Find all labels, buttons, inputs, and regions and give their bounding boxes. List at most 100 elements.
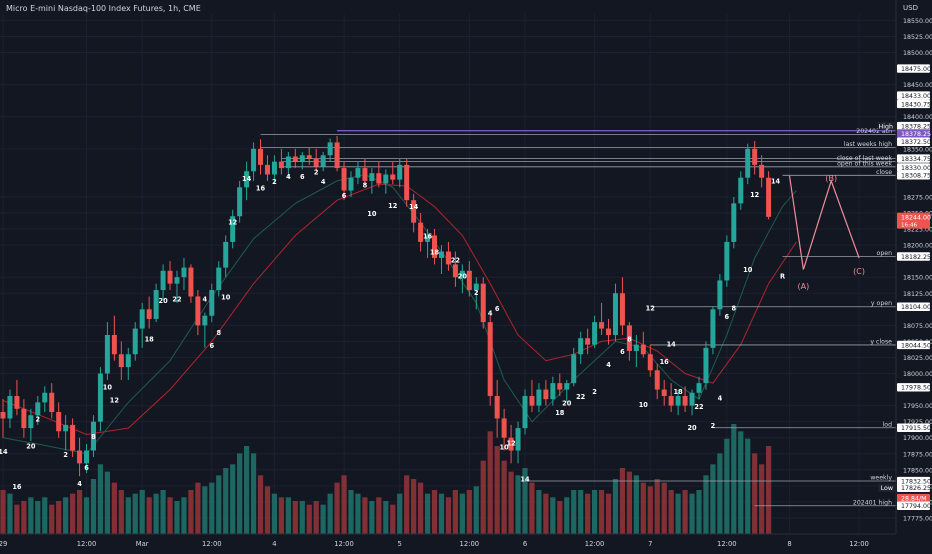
volume-bar: [445, 497, 452, 534]
volume-bar: [97, 464, 104, 534]
price-tick-label: 17925.00: [903, 419, 932, 426]
price-tag[interactable]: [897, 64, 930, 73]
price-tag-label: 18433.00: [901, 93, 931, 100]
candle-body: [508, 437, 514, 451]
candle-body: [118, 354, 124, 368]
level-label: lod: [883, 421, 893, 428]
volume-bar: [278, 497, 284, 534]
volume-bar: [271, 493, 278, 534]
bar-count-label: 2: [36, 416, 41, 424]
price-tag-label: 18378.25: [901, 131, 931, 138]
volume-bar: [369, 501, 375, 534]
volume-bar: [167, 497, 173, 534]
price-tag[interactable]: [897, 493, 930, 503]
bar-count-label: 8: [91, 433, 96, 441]
price-tag[interactable]: [897, 163, 930, 172]
candle-body: [710, 309, 716, 348]
volume-bar: [508, 471, 514, 534]
volume-bar: [376, 497, 382, 534]
volume-bar: [612, 479, 619, 534]
candle-body: [390, 174, 396, 180]
volume-bar: [411, 479, 417, 534]
volume-bar: [327, 493, 333, 534]
bar-count-label: 4: [77, 480, 82, 488]
price-tag[interactable]: [897, 121, 930, 131]
volume-bar: [529, 482, 535, 534]
price-tag[interactable]: [897, 340, 930, 350]
price-tag[interactable]: [897, 212, 930, 229]
currency-label[interactable]: USD: [903, 4, 918, 12]
volume-bar: [216, 475, 222, 534]
candle-body: [619, 293, 625, 326]
level-label: weekly: [870, 475, 892, 482]
volume-bar: [682, 490, 688, 534]
candle-body: [153, 290, 159, 319]
candle-body: [724, 241, 730, 281]
price-tag-label: 18044.50: [901, 342, 931, 349]
price-tag[interactable]: [897, 99, 930, 109]
price-tag-label: 18475.00: [901, 66, 931, 73]
candle-body: [675, 395, 681, 406]
bar-count-label: 6: [495, 305, 500, 313]
wave-path[interactable]: [788, 175, 860, 270]
price-tag[interactable]: [897, 501, 930, 510]
volume-bar: [654, 479, 660, 534]
volume-bar: [766, 446, 772, 534]
price-tag-label: 18182.25: [901, 254, 931, 261]
price-tag[interactable]: [897, 302, 930, 311]
time-tick-label: 12:00: [202, 540, 222, 548]
candle-body: [7, 395, 13, 419]
bar-count-label: 14: [409, 203, 419, 211]
candle-body: [640, 344, 646, 355]
price-tag[interactable]: [897, 423, 930, 432]
volume-bar: [633, 475, 639, 534]
price-tick-label: 17950.00: [903, 403, 932, 410]
price-tag[interactable]: [897, 483, 930, 492]
price-tag[interactable]: [897, 171, 930, 180]
candle-body: [522, 395, 528, 429]
price-tag[interactable]: [897, 383, 930, 392]
volume-bar: [285, 497, 291, 534]
price-axis[interactable]: 18550.00 18525.00 18500.00 18450.00 18400.00…: [878, 0, 932, 550]
candle-body: [285, 156, 291, 169]
price-tag[interactable]: [897, 154, 930, 163]
candle-body: [766, 177, 772, 217]
volume-bar: [759, 464, 765, 534]
candle-body: [557, 383, 563, 390]
candle-body: [195, 296, 201, 326]
price-tag[interactable]: [897, 129, 930, 138]
level-label: y close: [870, 338, 892, 345]
volume-bar: [515, 475, 521, 534]
bar-count-label: 14: [771, 177, 781, 185]
time-tick-label: 4: [272, 540, 276, 548]
time-tick-label: 12:00: [849, 540, 869, 548]
price-tag-label: 28.84/M: [901, 495, 927, 502]
volume-bar: [188, 490, 194, 534]
volume-bar: [647, 486, 653, 534]
candle-body: [703, 347, 709, 384]
time-axis[interactable]: 29 12:00 Mar 12:00 4 12:00 5 12:00 6 12:00 7 12:00 8…: [0, 533, 896, 548]
volume-bar: [146, 497, 152, 534]
volume-bar: [731, 424, 737, 534]
price-tag-label: 18372.50: [901, 139, 931, 146]
price-tag[interactable]: [897, 252, 930, 261]
volume-bar: [320, 504, 326, 534]
candle-body: [404, 164, 410, 201]
price-tag[interactable]: [897, 137, 930, 146]
candle-body: [202, 315, 208, 326]
bar-count-label: 2: [63, 451, 68, 459]
bar-count-label: 14: [242, 175, 252, 183]
price-tag[interactable]: [897, 476, 930, 486]
volume-bar: [578, 490, 584, 534]
volume-bar: [494, 446, 500, 534]
volume-bar: [70, 493, 76, 534]
candle-body: [425, 235, 431, 242]
bar-count-label: 2: [592, 388, 597, 396]
price-tag[interactable]: [897, 91, 930, 100]
bar-count-label: 16: [12, 483, 22, 491]
level-label: 202402 ath: [856, 128, 892, 135]
candle-body: [571, 354, 577, 384]
bar-count-label: 4: [286, 173, 291, 181]
